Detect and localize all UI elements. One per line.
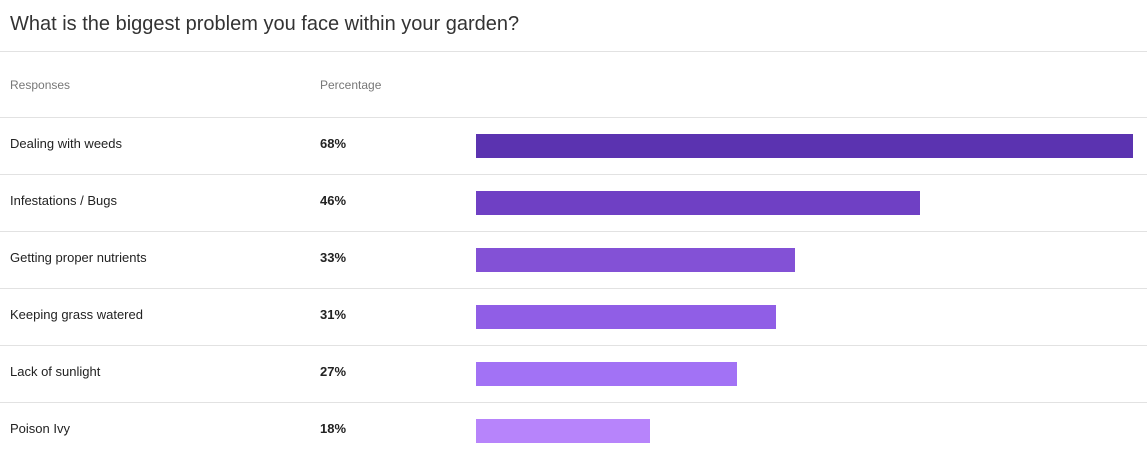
percentage-bar <box>476 248 795 272</box>
percentage-value: 46% <box>320 193 347 208</box>
response-label: Keeping grass watered <box>10 307 143 322</box>
response-label: Getting proper nutrients <box>10 250 147 265</box>
bar-track <box>476 305 1133 329</box>
chart-title: What is the biggest problem you face wit… <box>10 13 520 35</box>
row-divider <box>0 345 1147 346</box>
response-row: Lack of sunlight 27% <box>0 346 1147 403</box>
row-divider <box>0 117 1147 118</box>
response-label: Poison Ivy <box>10 421 70 436</box>
title-divider <box>0 51 1147 52</box>
percentage-column-header: Percentage <box>320 78 382 92</box>
response-row: Keeping grass watered 31% <box>0 289 1147 346</box>
bar-track <box>476 134 1133 158</box>
row-divider <box>0 231 1147 232</box>
row-divider <box>0 288 1147 289</box>
percentage-bar <box>476 191 920 215</box>
bar-track <box>476 248 1133 272</box>
percentage-value: 68% <box>320 136 347 151</box>
percentage-bar <box>476 419 650 443</box>
bar-track <box>476 191 1133 215</box>
percentage-bar <box>476 134 1133 158</box>
response-row: Dealing with weeds 68% <box>0 118 1147 175</box>
row-divider <box>0 402 1147 403</box>
percentage-value: 31% <box>320 307 347 322</box>
bar-track <box>476 419 1133 443</box>
response-label: Dealing with weeds <box>10 136 123 151</box>
response-label: Lack of sunlight <box>10 364 101 379</box>
response-row: Getting proper nutrients 33% <box>0 232 1147 289</box>
response-label: Infestations / Bugs <box>10 193 117 208</box>
percentage-value: 27% <box>320 364 347 379</box>
percentage-bar <box>476 362 737 386</box>
percentage-value: 18% <box>320 421 347 436</box>
bar-track <box>476 362 1133 386</box>
row-divider <box>0 174 1147 175</box>
response-row: Infestations / Bugs 46% <box>0 175 1147 232</box>
percentage-bar <box>476 305 776 329</box>
responses-column-header: Responses <box>10 78 71 92</box>
response-row: Poison Ivy 18% <box>0 403 1147 460</box>
percentage-value: 33% <box>320 250 347 265</box>
